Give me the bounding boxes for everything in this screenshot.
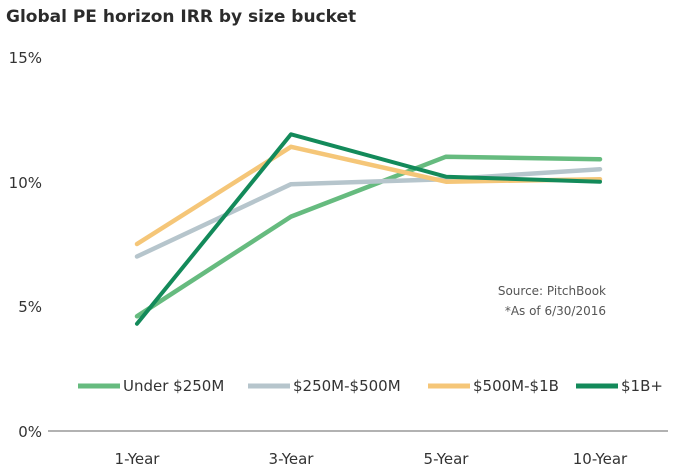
series-line	[134, 166, 603, 259]
legend-label: Under $250M	[123, 377, 224, 395]
series-line	[134, 144, 603, 247]
legend-label: $500M-$1B	[473, 377, 559, 395]
x-tick-label: 10-Year	[573, 450, 628, 468]
legend-label: $1B+	[621, 377, 663, 395]
legend-item: Under $250M	[78, 377, 224, 395]
series-lines	[134, 132, 603, 326]
y-tick-label: 15%	[9, 49, 42, 67]
y-tick-label: 5%	[18, 298, 42, 316]
y-tick-label: 0%	[18, 423, 42, 441]
series-line	[134, 154, 603, 319]
legend-item: $250M-$500M	[248, 377, 401, 395]
y-tick-label: 10%	[9, 174, 42, 192]
x-tick-label: 3-Year	[269, 450, 315, 468]
legend-item: $500M-$1B	[428, 377, 559, 395]
chart-title: Global PE horizon IRR by size bucket	[6, 7, 356, 27]
legend-label: $250M-$500M	[293, 377, 401, 395]
x-tick-label: 1-Year	[115, 450, 161, 468]
asof-note: *As of 6/30/2016	[505, 304, 606, 318]
series-line	[135, 132, 602, 326]
legend-item: $1B+	[576, 377, 663, 395]
legend: Under $250M $250M-$500M $500M-$1B $1B+	[78, 377, 663, 395]
x-tick-label: 5-Year	[424, 450, 470, 468]
source-note: Source: PitchBook	[498, 284, 606, 298]
